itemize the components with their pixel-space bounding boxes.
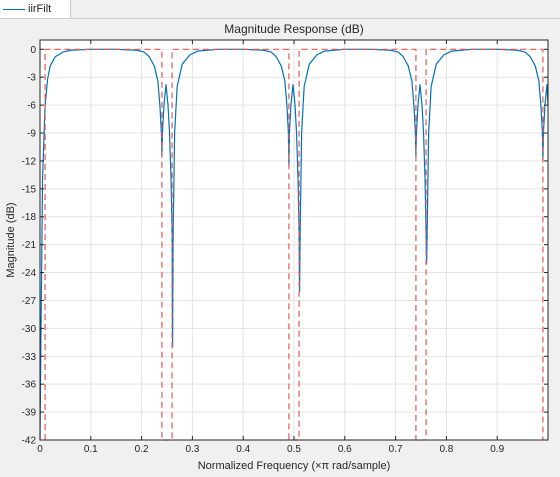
y-tick-label: -3 — [27, 73, 36, 84]
x-tick-label: 0.2 — [135, 444, 149, 455]
chart-title: Magnitude Response (dB) — [224, 22, 363, 36]
grid-lines — [39, 40, 548, 441]
x-tick-label: 0.6 — [338, 444, 352, 455]
series-line-iirfilt — [39, 48, 549, 441]
y-tick-label: -33 — [22, 352, 37, 363]
y-tick-label: -27 — [22, 296, 37, 307]
y-tick-label: 0 — [30, 45, 36, 56]
y-ticks: 0 -3 -6 -9 -12 -15 -18 -21 -24 -27 -30 -33 -36 -39 -42 — [22, 45, 548, 447]
y-tick-label: -18 — [22, 212, 37, 223]
y-tick-label: -21 — [22, 240, 37, 251]
y-tick-label: -36 — [22, 380, 37, 391]
y-axis-label: Magnitude (dB) — [5, 202, 17, 277]
x-tick-label: 0.8 — [439, 444, 453, 455]
legend-line-icon — [3, 8, 25, 10]
y-tick-label: -9 — [27, 129, 36, 140]
y-tick-label: -24 — [22, 268, 37, 279]
x-tick-label: 0.1 — [84, 444, 98, 455]
y-tick-label: -15 — [22, 184, 37, 195]
toolbar-divider — [0, 18, 560, 19]
x-tick-label: 0.5 — [287, 444, 301, 455]
x-tick-label: 0.9 — [490, 444, 504, 455]
x-axis-label: Normalized Frequency (×π rad/sample) — [198, 460, 391, 472]
y-tick-label: -30 — [22, 324, 37, 335]
legend-label: iirFilt — [28, 3, 52, 15]
x-tick-label: 0 — [37, 444, 43, 455]
x-ticks: 0 0.1 0.2 0.3 0.4 0.5 0.6 0.7 0.8 0.9 — [37, 40, 505, 455]
y-tick-label: -6 — [27, 101, 36, 112]
y-tick-label: -12 — [22, 156, 37, 167]
x-tick-label: 0.7 — [389, 444, 403, 455]
y-tick-label: -42 — [22, 436, 37, 447]
y-tick-label: -39 — [22, 408, 37, 419]
x-tick-label: 0.3 — [185, 444, 199, 455]
x-tick-label: 0.4 — [236, 444, 250, 455]
